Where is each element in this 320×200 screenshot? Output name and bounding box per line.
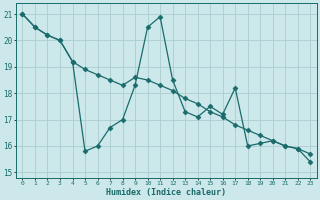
X-axis label: Humidex (Indice chaleur): Humidex (Indice chaleur) <box>106 188 226 197</box>
